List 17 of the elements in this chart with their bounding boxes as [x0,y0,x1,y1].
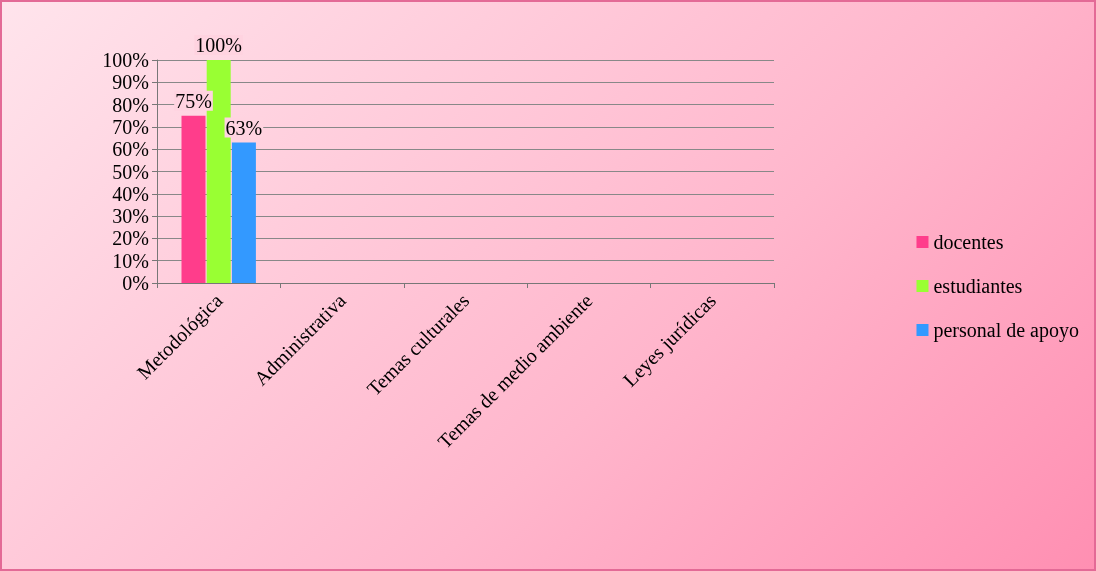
legend-label: personal de apoyo [933,319,1080,342]
y-tick-label: 40% [112,182,149,205]
y-tick-label: 30% [112,205,149,228]
legend-label: estudiantes [933,275,1023,297]
y-tick-label: 80% [112,93,149,116]
data-label: 75% [175,89,212,112]
y-tick-label: 10% [112,249,149,272]
y-tick-label: 60% [112,138,149,161]
y-tick-label: 0% [122,272,149,294]
legend-label: docentes [933,231,1004,253]
data-label: 100% [195,34,243,56]
y-tick-label: 50% [112,160,149,183]
y-tick-label: 20% [112,227,149,250]
y-tick-label: 100% [102,49,149,71]
y-tick-label: 70% [112,115,149,138]
data-label: 63% [225,116,263,139]
y-tick-label: 90% [112,71,149,94]
